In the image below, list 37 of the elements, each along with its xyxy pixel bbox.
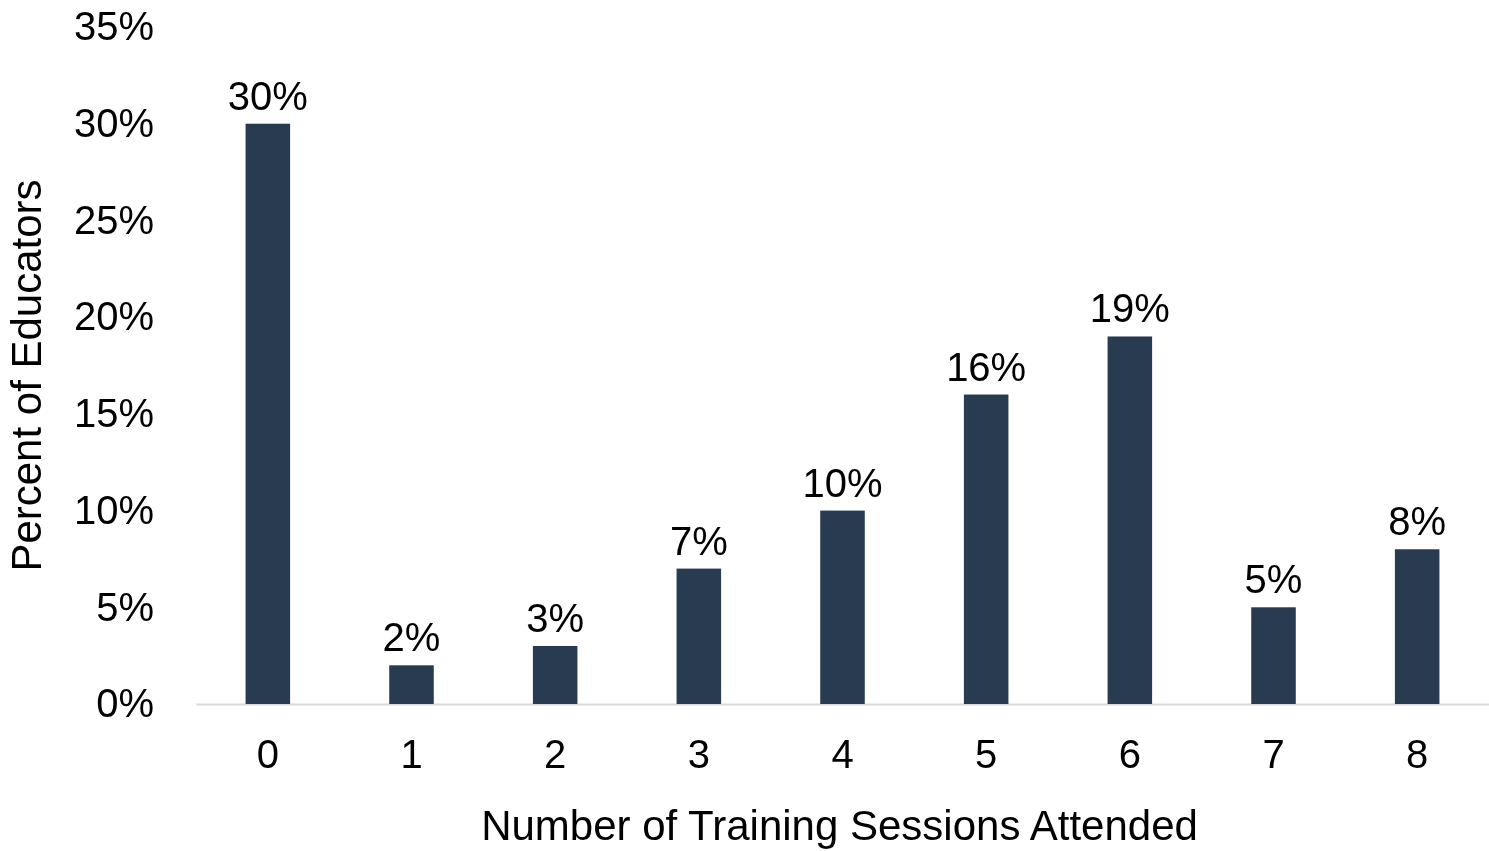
- data-label: 19%: [1089, 286, 1170, 331]
- x-tick-label: 7: [1262, 732, 1285, 777]
- x-tick-label: 2: [544, 732, 567, 777]
- bar: [676, 568, 722, 704]
- x-tick-label: 3: [687, 732, 710, 777]
- bar: [1107, 336, 1153, 704]
- data-label: 3%: [526, 595, 585, 640]
- y-axis-title: Percent of Educators: [3, 179, 50, 572]
- x-tick-label: 0: [256, 732, 279, 777]
- x-tick-label: 8: [1406, 732, 1429, 777]
- data-label: 2%: [382, 615, 441, 660]
- y-tick-label: 5%: [96, 584, 154, 629]
- x-axis-title: Number of Training Sessions Attended: [481, 802, 1198, 849]
- y-tick-label: 0%: [96, 681, 154, 726]
- x-tick-label: 5: [975, 732, 998, 777]
- x-tick-label: 4: [831, 732, 854, 777]
- data-label: 5%: [1244, 557, 1303, 602]
- bar: [245, 123, 291, 704]
- y-tick-label: 25%: [73, 197, 154, 242]
- bar: [389, 665, 434, 704]
- bar: [532, 645, 578, 704]
- data-label: 10%: [802, 460, 883, 505]
- x-tick-label: 1: [400, 732, 423, 777]
- x-tick-label: 6: [1118, 732, 1141, 777]
- y-tick-label: 10%: [73, 487, 154, 532]
- y-tick-label: 30%: [73, 101, 154, 146]
- bar: [820, 510, 865, 704]
- data-label: 8%: [1388, 499, 1447, 544]
- y-tick-label: 20%: [73, 294, 154, 339]
- bar: [1251, 607, 1296, 704]
- y-tick-label: 15%: [73, 391, 154, 436]
- data-label: 7%: [669, 518, 728, 563]
- data-label: 16%: [946, 344, 1027, 389]
- y-tick-label: 35%: [73, 4, 154, 49]
- bar: [1394, 549, 1440, 704]
- bar: [963, 394, 1009, 704]
- data-label: 30%: [227, 73, 308, 118]
